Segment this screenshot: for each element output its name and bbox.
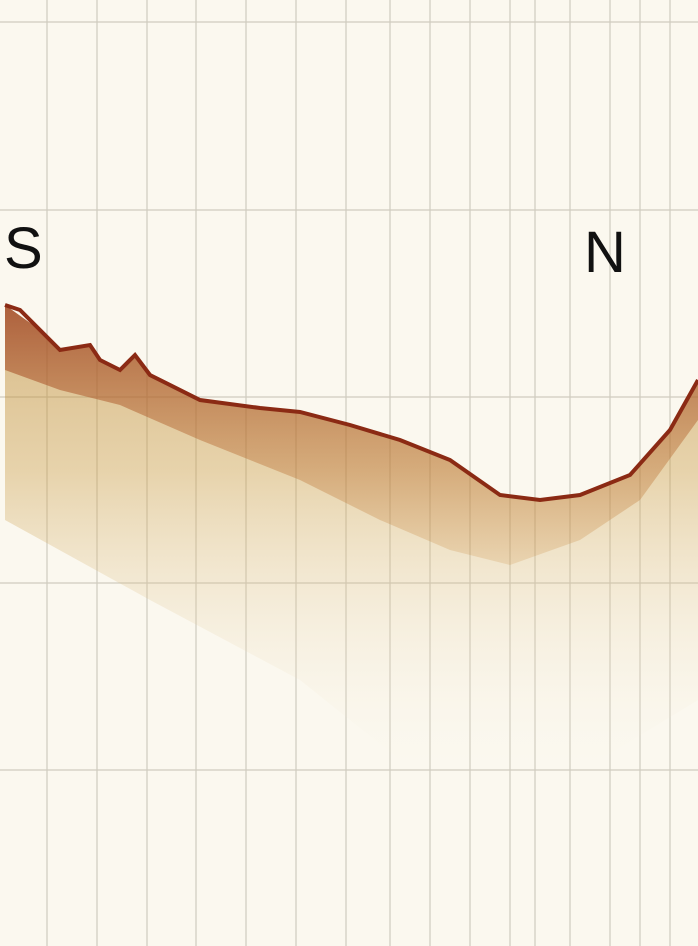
seabed-line bbox=[4, 303, 698, 503]
south-label: S bbox=[4, 216, 43, 281]
north-label: N bbox=[584, 220, 626, 285]
